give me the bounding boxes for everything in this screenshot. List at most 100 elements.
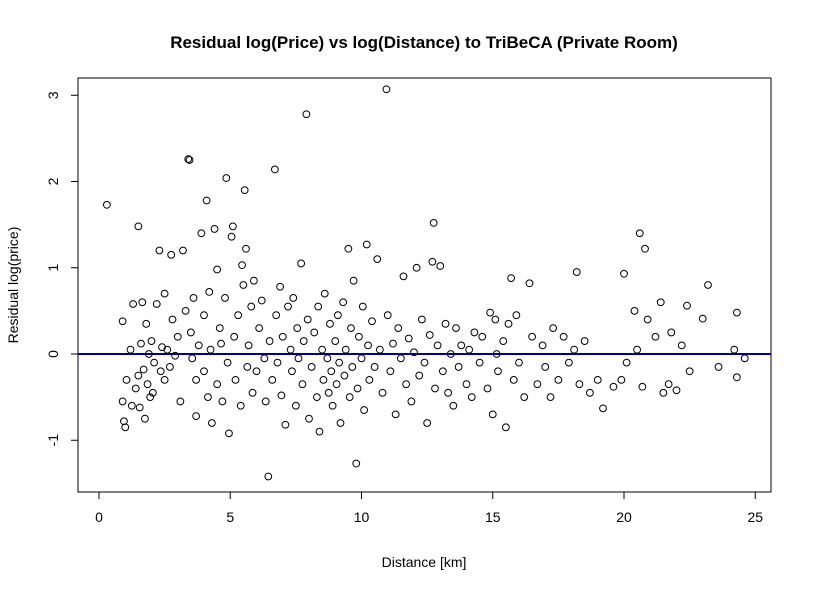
- y-axis-label: Residual log(price): [5, 227, 21, 344]
- data-point: [344, 244, 353, 253]
- x-tick-label: 5: [226, 509, 234, 525]
- data-point: [386, 367, 395, 376]
- data-point: [417, 315, 426, 324]
- data-point: [312, 393, 321, 402]
- data-point: [328, 401, 337, 410]
- data-point: [186, 328, 195, 337]
- data-point: [102, 200, 111, 209]
- data-point: [462, 380, 471, 389]
- data-point: [225, 429, 233, 438]
- data-point: [176, 397, 185, 406]
- data-point: [173, 332, 182, 341]
- data-point: [118, 397, 127, 406]
- data-point: [643, 315, 652, 324]
- x-axis: 0 5 10 15 20 25: [95, 491, 763, 525]
- plot-frame: [77, 77, 772, 493]
- data-point: [239, 281, 248, 289]
- data-point: [599, 404, 607, 413]
- data-point: [129, 300, 138, 308]
- data-point: [314, 302, 323, 311]
- data-point: [160, 289, 169, 298]
- data-point: [730, 345, 739, 354]
- y-tick-label: 1: [45, 264, 61, 272]
- data-point: [310, 328, 319, 337]
- data-point: [467, 393, 476, 402]
- data-point: [635, 229, 644, 238]
- data-point: [118, 317, 127, 326]
- data-point: [570, 345, 579, 354]
- data-point: [348, 363, 357, 371]
- data-point: [150, 358, 159, 367]
- data-point: [188, 354, 197, 363]
- data-point: [204, 393, 212, 402]
- data-point: [659, 388, 668, 397]
- data-point: [152, 300, 161, 308]
- data-point: [160, 375, 169, 384]
- data-point: [389, 339, 397, 348]
- data-point: [407, 397, 416, 406]
- data-point: [672, 386, 681, 395]
- data-point: [341, 345, 350, 354]
- data-point: [163, 345, 172, 354]
- data-point: [394, 324, 403, 333]
- data-point: [438, 367, 447, 376]
- data-point: [286, 345, 295, 354]
- data-point: [667, 328, 676, 337]
- data-point: [525, 279, 534, 288]
- data-point: [228, 222, 237, 231]
- data-point: [260, 354, 269, 363]
- data-point: [423, 419, 432, 427]
- data-point: [319, 375, 328, 384]
- data-point: [617, 375, 626, 384]
- data-point: [365, 375, 374, 384]
- data-point: [210, 225, 219, 233]
- data-point: [538, 341, 547, 350]
- data-point: [276, 282, 285, 291]
- data-point: [222, 174, 231, 182]
- x-tick-label: 0: [95, 509, 103, 525]
- data-point: [470, 328, 479, 337]
- data-point: [533, 380, 542, 389]
- data-point: [302, 110, 311, 119]
- data-point: [261, 397, 270, 406]
- data-point: [305, 414, 313, 423]
- data-point: [585, 388, 594, 397]
- data-point: [320, 289, 329, 298]
- data-point: [243, 363, 252, 371]
- data-point: [457, 341, 466, 350]
- data-point: [444, 388, 453, 397]
- data-point: [207, 419, 216, 427]
- data-point: [373, 255, 382, 264]
- data-point: [318, 345, 327, 354]
- data-point: [307, 363, 316, 371]
- data-point: [352, 459, 361, 468]
- data-point: [213, 265, 222, 274]
- data-point: [323, 354, 332, 363]
- y-tick-label: 3: [45, 91, 61, 99]
- data-point: [247, 302, 256, 311]
- data-point: [360, 406, 369, 414]
- data-point: [336, 419, 345, 427]
- data-point: [206, 345, 215, 354]
- data-point: [272, 311, 281, 320]
- data-point: [491, 315, 500, 324]
- data-point: [326, 319, 334, 328]
- data-point: [179, 246, 187, 255]
- data-point: [268, 375, 277, 384]
- data-point: [240, 186, 249, 195]
- data-point: [520, 393, 529, 402]
- data-point: [122, 375, 131, 384]
- data-point: [575, 380, 584, 389]
- data-point: [375, 345, 384, 354]
- x-axis-label: Distance [km]: [382, 554, 467, 570]
- data-point: [559, 332, 568, 341]
- data-point: [478, 332, 487, 341]
- data-point: [181, 306, 190, 315]
- data-point: [299, 337, 308, 345]
- data-point: [231, 375, 240, 384]
- data-point: [436, 262, 445, 270]
- data-point: [217, 339, 225, 348]
- data-point: [185, 156, 194, 164]
- data-point: [331, 337, 340, 345]
